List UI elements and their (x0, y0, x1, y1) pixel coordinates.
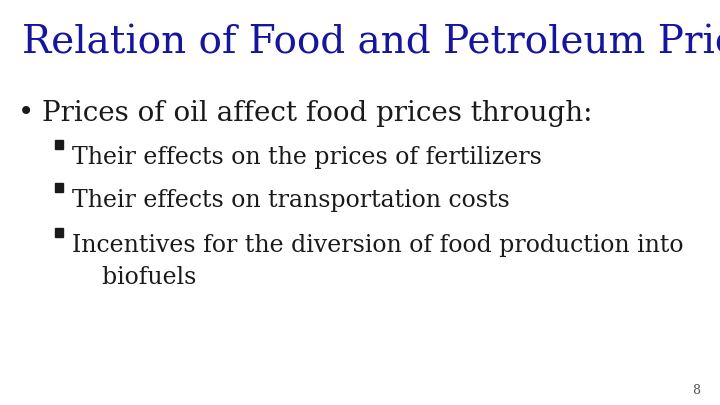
Bar (55, 183, 63, 192)
Text: •: • (18, 100, 35, 127)
Text: Their effects on the prices of fertilizers: Their effects on the prices of fertilize… (72, 146, 542, 169)
Text: Their effects on transportation costs: Their effects on transportation costs (72, 189, 510, 212)
Text: Relation of Food and Petroleum Prices: Relation of Food and Petroleum Prices (22, 25, 720, 62)
Text: Prices of oil affect food prices through:: Prices of oil affect food prices through… (42, 100, 593, 127)
Bar (55, 228, 63, 237)
Text: 8: 8 (692, 384, 700, 397)
Bar (55, 140, 63, 149)
Text: Incentives for the diversion of food production into
    biofuels: Incentives for the diversion of food pro… (72, 234, 683, 289)
